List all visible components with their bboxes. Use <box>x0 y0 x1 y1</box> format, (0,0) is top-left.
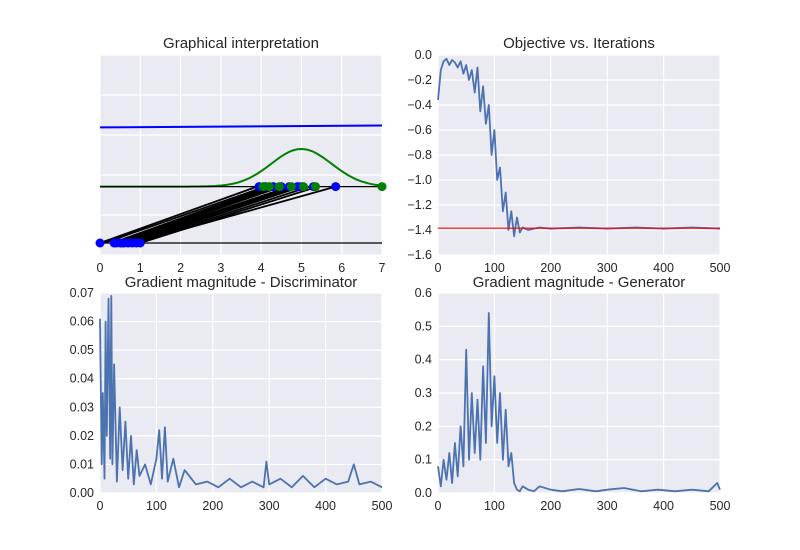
y-tick-label: 0.00 <box>70 486 94 500</box>
x-tick-label: 6 <box>338 261 345 275</box>
x-tick-label: 7 <box>379 261 386 275</box>
x-tick-label: 200 <box>540 261 561 275</box>
real-point <box>331 182 341 192</box>
sample-point <box>95 238 105 248</box>
y-tick-label: 0.4 <box>415 353 432 367</box>
plot-background <box>100 293 382 493</box>
mapping-line <box>127 185 298 244</box>
tick-labels: 0 100 200 300 400 500 0.6 0.5 0.4 0.3 0.2 0.1 0.0 <box>415 286 731 513</box>
plot-background <box>100 55 382 255</box>
x-tick-label: 0 <box>97 499 104 513</box>
y-tick-label: 0.01 <box>70 457 94 471</box>
generated-point <box>298 182 308 192</box>
generated-point <box>274 182 284 192</box>
mapping-line <box>123 185 294 244</box>
x-tick-label: 400 <box>315 499 336 513</box>
grid <box>99 54 383 256</box>
x-tick-label: 300 <box>597 261 618 275</box>
discriminator-output-line <box>99 124 383 129</box>
marks <box>99 294 383 489</box>
tick-labels: 0 1 2 3 4 5 6 7 <box>97 261 386 275</box>
x-tick-label: 200 <box>540 499 561 513</box>
generated-point <box>264 182 274 192</box>
y-tick-label: −0.6 <box>407 123 432 137</box>
x-tick-label: 5 <box>298 261 305 275</box>
x-tick-label: 500 <box>372 499 393 513</box>
marks <box>437 312 721 493</box>
panel-grad-discriminator: 0 100 200 300 400 500 0.07 0.06 0.05 0.04 0.03 0.02… <box>70 274 393 513</box>
chart-title: Graphical interpretation <box>163 35 319 52</box>
y-tick-label: −1.4 <box>407 223 432 237</box>
x-tick-label: 0 <box>435 261 442 275</box>
x-tick-label: 100 <box>146 499 167 513</box>
y-tick-label: 0.1 <box>415 453 432 467</box>
tick-labels: 0 100 200 300 400 500 0.07 0.06 0.05 0.04 0.03 0.02… <box>70 286 393 513</box>
x-tick-label: 0 <box>435 499 442 513</box>
y-tick-label: 0.2 <box>415 419 432 433</box>
y-tick-label: 0.04 <box>70 372 94 386</box>
chart-title: Gradient magnitude - Generator <box>473 274 686 291</box>
x-tick-label: 1 <box>137 261 144 275</box>
chart-title: Objective vs. Iterations <box>503 35 655 52</box>
x-tick-label: 300 <box>597 499 618 513</box>
mapping-line <box>99 185 258 244</box>
x-tick-label: 200 <box>202 499 223 513</box>
marks <box>437 57 721 238</box>
grid <box>437 54 721 256</box>
y-tick-label: 0.07 <box>70 286 94 300</box>
x-tick-label: 300 <box>259 499 280 513</box>
y-tick-label: −0.4 <box>407 98 432 112</box>
tick-labels: 0 100 200 300 400 500 0.0 −0.2 −0.4 −0.6 −0.8 −1.0 −… <box>407 48 730 275</box>
chart-title: Gradient magnitude - Discriminator <box>125 274 358 291</box>
y-tick-label: −1.0 <box>407 173 432 187</box>
mapping-line <box>119 185 282 244</box>
y-tick-label: −1.2 <box>407 198 432 212</box>
generated-point <box>311 182 321 192</box>
mapping-line <box>131 185 302 244</box>
x-tick-label: 4 <box>258 261 265 275</box>
y-tick-label: 0.06 <box>70 315 94 329</box>
x-tick-label: 100 <box>484 499 505 513</box>
mapping-line <box>115 185 278 244</box>
panel-graphical: 0 1 2 3 4 5 6 7 Graphical interpretation <box>95 35 387 275</box>
x-tick-label: 400 <box>653 261 674 275</box>
panel-grad-generator: 0 100 200 300 400 500 0.6 0.5 0.4 0.3 0.2 0.1 0.0 Gr… <box>415 274 731 513</box>
x-tick-label: 100 <box>484 261 505 275</box>
x-tick-label: 0 <box>97 261 104 275</box>
y-tick-label: 0.0 <box>415 486 432 500</box>
mapping-line <box>134 185 336 244</box>
y-tick-label: −0.2 <box>407 73 432 87</box>
generated-point <box>286 182 296 192</box>
x-tick-label: 500 <box>710 499 731 513</box>
generated-point <box>377 182 387 192</box>
x-tick-label: 400 <box>653 499 674 513</box>
y-tick-label: 0.5 <box>415 319 432 333</box>
y-tick-label: 0.02 <box>70 429 94 443</box>
y-tick-label: 0.05 <box>70 343 94 357</box>
mapping-line <box>103 185 266 244</box>
series-line <box>99 294 383 489</box>
x-tick-label: 2 <box>177 261 184 275</box>
y-tick-label: 0.0 <box>415 48 432 62</box>
panel-objective: 0 100 200 300 400 500 0.0 −0.2 −0.4 −0.6 −0.8 −1.0 −… <box>407 35 730 275</box>
y-tick-label: 0.3 <box>415 386 432 400</box>
x-tick-label: 3 <box>217 261 224 275</box>
x-tick-label: 500 <box>710 261 731 275</box>
y-tick-label: −1.6 <box>407 248 432 262</box>
y-tick-label: 0.03 <box>70 400 94 414</box>
series-line <box>437 312 721 493</box>
y-tick-label: −0.8 <box>407 148 432 162</box>
y-tick-label: 0.6 <box>415 286 432 300</box>
marks <box>95 124 387 248</box>
sample-point <box>135 238 145 248</box>
